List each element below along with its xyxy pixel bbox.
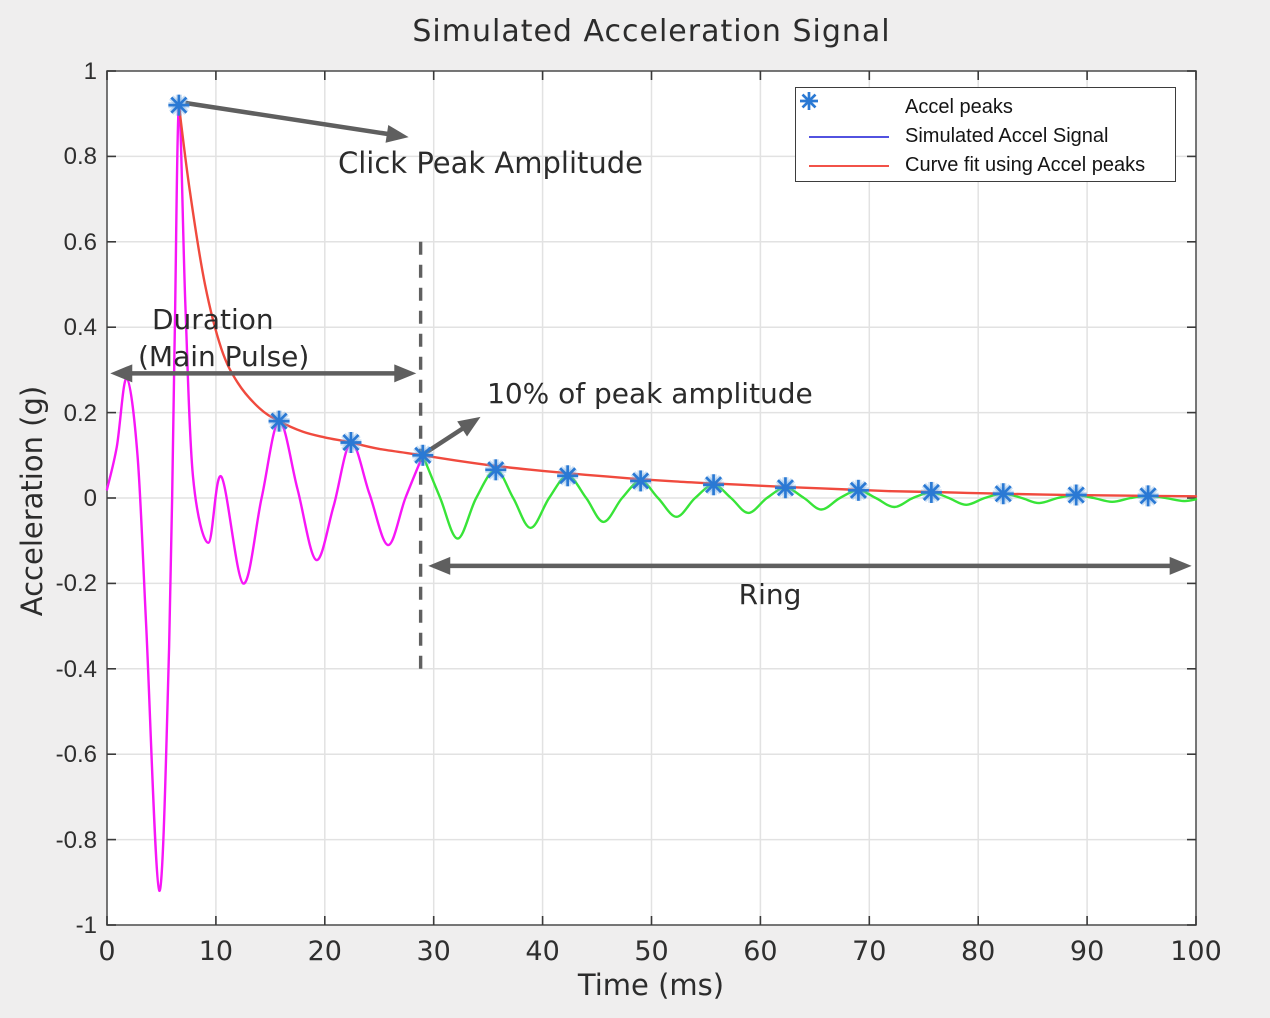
annotation-arrow-head [428, 556, 451, 575]
asterisk-marker-icon [849, 481, 867, 499]
main-pulse-curve [105, 103, 424, 893]
annotation-arrow-shaft [185, 100, 394, 137]
asterisk-marker-icon [414, 446, 432, 464]
annotation-arrow-head [457, 416, 481, 437]
asterisk-marker-icon [559, 467, 577, 485]
asterisk-marker-icon [1139, 487, 1157, 505]
asterisk-marker-icon [487, 461, 505, 479]
asterisk-marker-icon [270, 412, 288, 430]
asterisk-marker-icon [342, 433, 360, 452]
annotation-arrow-head [110, 364, 133, 383]
asterisk-marker-icon [776, 479, 794, 497]
asterisk-marker-icon [922, 483, 940, 501]
annotation-arrow-head [394, 364, 417, 383]
annotation-arrow-shaft [423, 423, 469, 456]
annotation-arrow-head [385, 124, 409, 143]
asterisk-marker-icon [632, 472, 650, 490]
asterisk-marker-icon [705, 476, 723, 494]
annotation-arrow-head [1169, 556, 1192, 575]
asterisk-marker-icon [1067, 486, 1085, 504]
asterisk-marker-icon [170, 96, 188, 114]
curve-fit-line [177, 104, 1198, 498]
asterisk-marker-icon [994, 485, 1012, 503]
